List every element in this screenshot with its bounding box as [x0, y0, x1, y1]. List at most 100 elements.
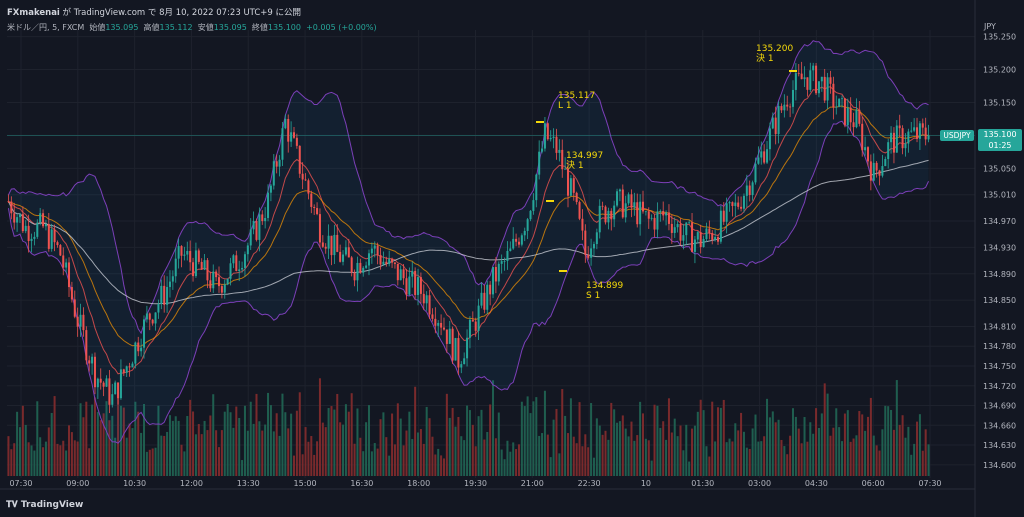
volume-bar — [356, 408, 359, 476]
candle-body — [598, 205, 601, 233]
candle-body — [592, 244, 595, 249]
candle-body — [705, 228, 708, 239]
volume-bar — [428, 418, 431, 476]
candle-body — [895, 125, 898, 153]
publisher-name[interactable]: FXmakenai — [7, 8, 60, 18]
volume-bar — [111, 415, 114, 476]
tv-brand: TradingView — [20, 500, 84, 510]
x-tick-label: 01:30 — [691, 479, 714, 488]
volume-bar — [229, 412, 232, 476]
volume-bar — [206, 430, 209, 476]
volume-bar — [125, 437, 128, 476]
candle-body — [627, 194, 630, 204]
volume-bar — [918, 414, 921, 476]
candle-body — [503, 260, 506, 262]
volume-bar — [10, 449, 13, 476]
candle-body — [815, 65, 818, 94]
candle-body — [832, 83, 835, 108]
annotation-label: 決 1 — [756, 52, 774, 64]
volume-bar — [393, 444, 396, 476]
candle-body — [468, 319, 471, 338]
volume-bar — [189, 399, 192, 476]
candle-body — [621, 189, 624, 218]
volume-bar — [396, 403, 399, 476]
volume-bar — [820, 413, 823, 476]
volume-bar — [65, 450, 68, 476]
volume-bar — [823, 383, 826, 476]
tradingview-logo[interactable]: 𝐓𝐕 TradingView — [6, 500, 83, 510]
candle-body — [676, 224, 679, 228]
candle-body — [284, 118, 287, 129]
volume-bar — [483, 439, 486, 476]
candle-body — [884, 159, 887, 167]
volume-bar — [85, 401, 88, 476]
candle-body — [927, 135, 930, 140]
volume-bar — [163, 435, 166, 476]
volume-bar — [722, 399, 725, 476]
volume-bar — [76, 441, 79, 476]
candle-body — [255, 221, 258, 240]
volume-bar — [353, 443, 356, 476]
volume-bar — [618, 421, 621, 476]
candle-body — [391, 258, 394, 263]
volume-bar — [362, 451, 365, 476]
volume-bar — [131, 428, 134, 476]
volume-bar — [102, 413, 105, 476]
candle-body — [76, 316, 79, 327]
volume-bar — [849, 441, 852, 476]
candle-body — [21, 214, 24, 232]
candle-body — [226, 278, 229, 285]
candle-body — [679, 224, 682, 241]
volume-bar — [480, 409, 483, 476]
close-label: 終値 — [251, 23, 268, 32]
candle-body — [235, 255, 238, 271]
candle-body — [53, 229, 56, 243]
volume-bar — [875, 445, 878, 476]
volume-bar — [16, 411, 19, 476]
candle-body — [561, 149, 564, 170]
candle-body — [483, 292, 486, 310]
volume-bar — [442, 458, 445, 476]
candle-body — [829, 77, 832, 84]
candle-body — [342, 254, 345, 262]
volume-bar — [644, 438, 647, 476]
y-tick-label: 134.970 — [983, 217, 1016, 226]
volume-bar — [529, 413, 532, 476]
candle-body — [333, 234, 336, 256]
volume-bar — [610, 402, 613, 476]
volume-bar — [665, 439, 668, 476]
volume-bar — [616, 422, 619, 476]
candle-body — [716, 237, 720, 242]
candle-body — [313, 206, 316, 209]
volume-bar — [166, 431, 169, 476]
volume-bar — [552, 419, 555, 476]
high-label: 高値 — [143, 23, 160, 32]
volume-bar — [313, 454, 316, 476]
candle-body — [754, 163, 757, 183]
volume-bar — [457, 416, 460, 476]
candle-body — [316, 208, 319, 215]
currency-label: JPY — [984, 22, 996, 31]
candle-body — [526, 219, 529, 231]
volume-bar — [405, 430, 408, 476]
bar-countdown: 01:25 — [988, 141, 1012, 150]
candle-body — [806, 77, 809, 90]
volume-bar — [662, 421, 665, 476]
volume-bar — [791, 408, 795, 476]
candle-body — [258, 214, 261, 240]
volume-bar — [852, 438, 855, 476]
candle-body — [82, 314, 85, 331]
candle-body — [347, 247, 350, 258]
candle-body — [722, 210, 725, 222]
volume-bar — [324, 427, 327, 476]
candle-body — [151, 319, 154, 324]
symbol-name[interactable]: 米ドル／円, 5, FXCM — [7, 23, 85, 32]
candle-body — [866, 147, 869, 162]
candle-body — [644, 211, 647, 213]
candle-body — [892, 132, 895, 153]
volume-bar — [506, 440, 509, 476]
candle-body — [529, 210, 532, 220]
volume-bar — [630, 421, 633, 476]
candle-body — [702, 238, 705, 248]
